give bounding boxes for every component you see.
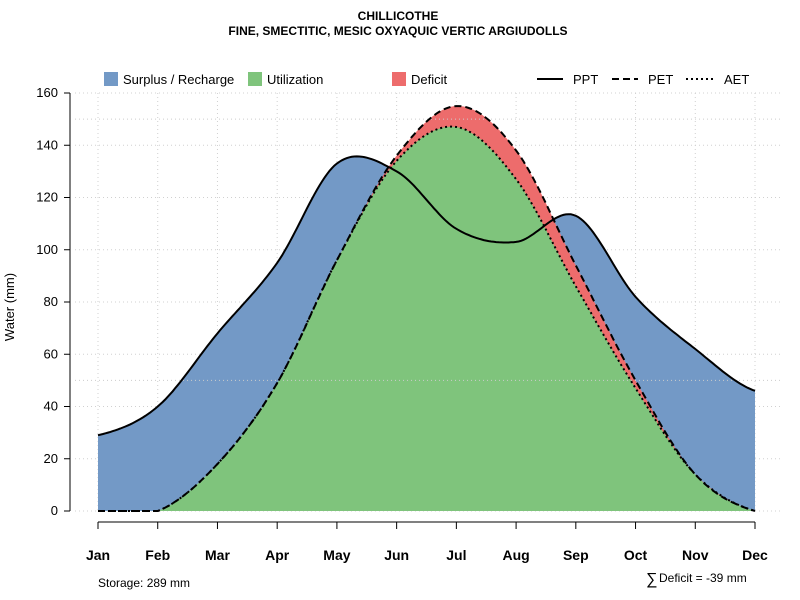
legend-label-deficit: Deficit [411, 72, 448, 87]
deficit-annotation: Deficit = -39 mm [659, 571, 747, 585]
x-tick-label: May [323, 547, 350, 563]
area-surplus-band [98, 106, 755, 511]
sum-symbol: ∑ [646, 571, 657, 588]
legend: Surplus / Recharge Utilization Deficit P… [104, 72, 749, 87]
x-tick-label: Jul [446, 547, 466, 563]
x-tick-label: Feb [145, 547, 170, 563]
legend-label-aet: AET [724, 72, 749, 87]
legend-label-surplus: Surplus / Recharge [123, 72, 234, 87]
x-tick-label: Sep [563, 547, 589, 563]
x-tick-label: Jun [384, 547, 409, 563]
y-tick-label: 140 [36, 137, 58, 152]
x-tick-label: Nov [682, 547, 709, 563]
legend-label-utilization: Utilization [267, 72, 323, 87]
x-tick-label: Dec [742, 547, 768, 563]
series-line-ppt [97, 155, 756, 437]
y-axis-label: Water (mm) [2, 273, 17, 341]
series-line-aet [98, 125, 756, 512]
legend-label-pet: PET [648, 72, 673, 87]
legend-label-ppt: PPT [573, 72, 598, 87]
legend-swatch-deficit [392, 72, 406, 86]
y-tick-label: 160 [36, 85, 58, 100]
y-tick-label: 20 [44, 451, 58, 466]
y-tick-label: 100 [36, 242, 58, 257]
x-tick-label: Aug [502, 547, 529, 563]
area-utilization [98, 126, 755, 511]
storage-annotation: Storage: 289 mm [98, 576, 190, 590]
y-tick-label: 120 [36, 190, 58, 205]
x-tick-label: Mar [205, 547, 230, 563]
y-tick-label: 40 [44, 399, 58, 414]
x-axis: Jan Feb Mar Apr May Jun Jul Aug Sep Oct Nov Dec [86, 521, 768, 563]
legend-swatch-utilization [248, 72, 262, 86]
y-tick-label: 80 [44, 294, 58, 309]
x-tick-label: Apr [265, 547, 290, 563]
x-tick-label: Oct [624, 547, 648, 563]
chart-subtitle: FINE, SMECTITIC, MESIC OXYAQUIC VERTIC A… [228, 24, 567, 38]
chart-title: CHILLICOTHE [358, 9, 439, 23]
legend-swatch-surplus [104, 72, 118, 86]
y-tick-label: 0 [51, 503, 58, 518]
x-tick-label: Jan [86, 547, 110, 563]
y-tick-label: 60 [44, 346, 58, 361]
y-axis: 0 20 40 60 80 100 120 140 160 [36, 85, 71, 518]
